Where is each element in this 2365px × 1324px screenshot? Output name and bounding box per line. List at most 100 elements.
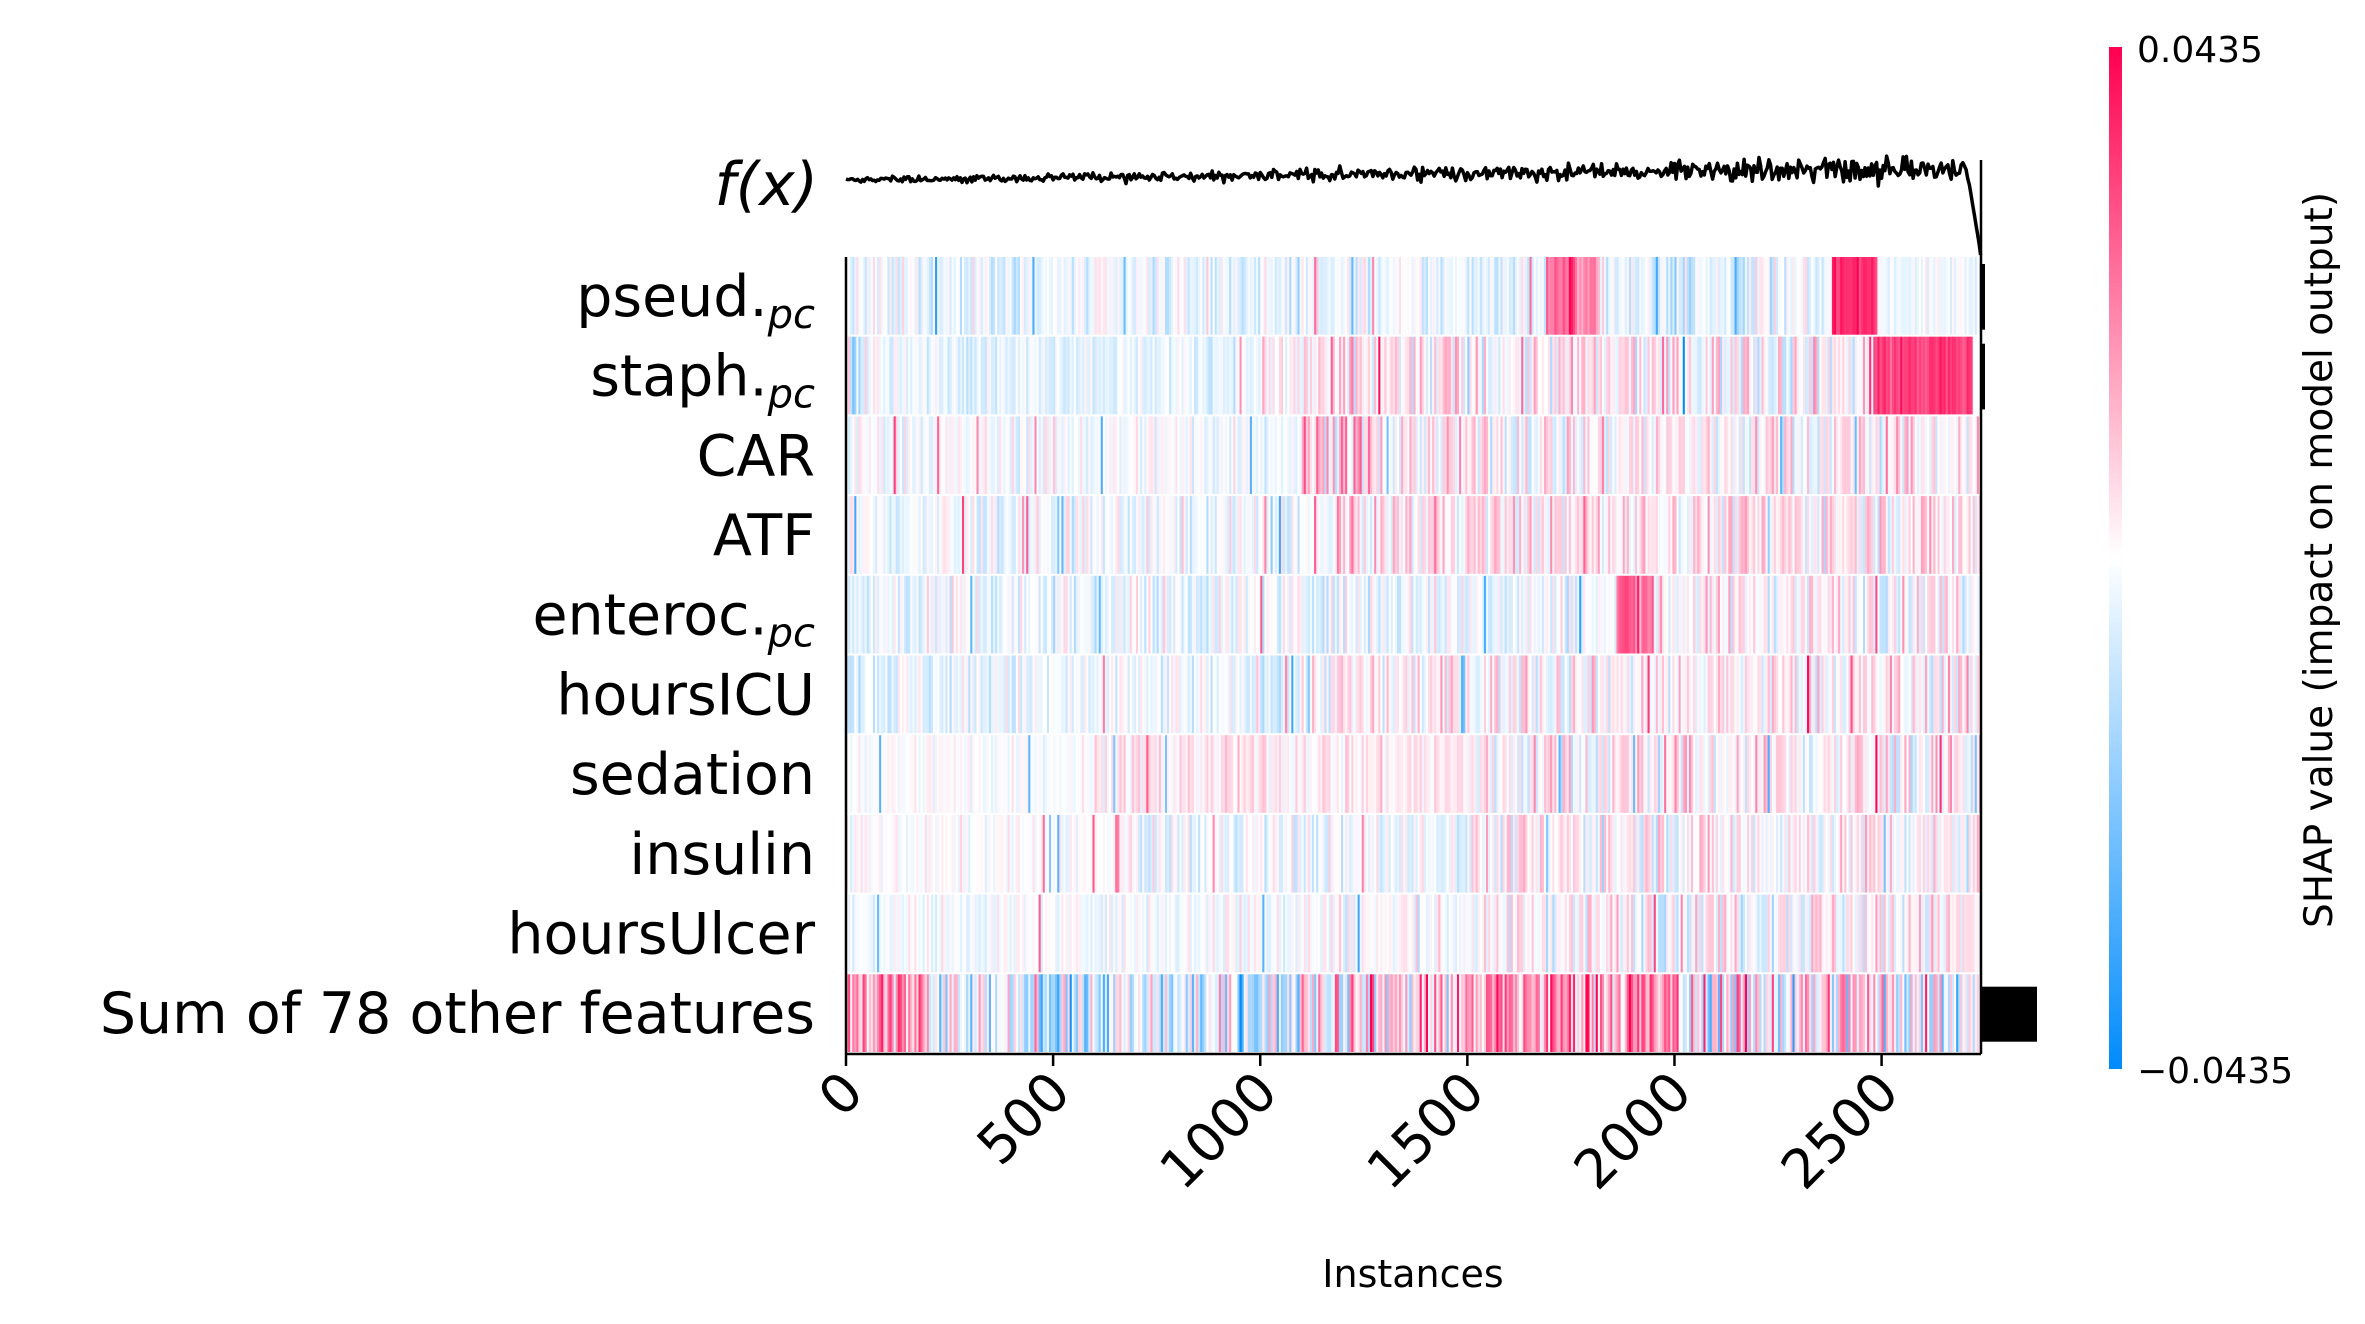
heatmap-cell <box>1825 655 1829 734</box>
heatmap-cell <box>1338 496 1342 574</box>
heatmap-cell <box>1583 735 1587 813</box>
heatmap-cell <box>910 814 913 893</box>
heatmap-cell <box>1193 814 1197 893</box>
heatmap-cell <box>1885 416 1889 495</box>
heatmap-cell <box>1722 894 1725 973</box>
heatmap-cell <box>1146 496 1149 574</box>
heatmap-cell <box>1005 814 1009 893</box>
heatmap-cell <box>1417 257 1421 335</box>
heatmap-cell <box>1150 894 1154 973</box>
heatmap-cell <box>1430 894 1433 973</box>
heatmap-cell <box>897 894 901 973</box>
heatmap-cell <box>1247 735 1251 813</box>
heatmap-cell <box>1245 257 1249 335</box>
heatmap-cell <box>1202 575 1205 654</box>
heatmap-cell <box>1129 894 1133 973</box>
heatmap-cell <box>1334 655 1338 734</box>
heatmap-cell <box>1695 735 1698 813</box>
heatmap-cell <box>1104 257 1108 335</box>
heatmap-cell <box>1264 735 1268 813</box>
heatmap-cell <box>1531 655 1535 734</box>
heatmap-cell <box>1084 416 1087 495</box>
heatmap-cell <box>1270 496 1274 574</box>
heatmap-cell <box>918 416 922 495</box>
heatmap-cell <box>1651 257 1655 335</box>
heatmap-cell <box>1807 575 1810 654</box>
heatmap-cell <box>1361 894 1365 973</box>
heatmap-cell <box>1392 814 1396 893</box>
heatmap-cell <box>1440 336 1444 415</box>
heatmap-cell <box>1417 575 1421 654</box>
heatmap-cell <box>1274 257 1278 335</box>
heatmap-cell <box>1626 336 1630 415</box>
heatmap-cell <box>1765 575 1769 654</box>
heatmap-cell <box>1498 416 1502 495</box>
heatmap-cell <box>1804 496 1808 574</box>
heatmap-cell <box>1858 894 1862 973</box>
heatmap-cell <box>1705 735 1709 813</box>
heatmap-cell <box>1558 655 1562 734</box>
heatmap-cell <box>1241 735 1245 813</box>
heatmap-cell <box>1688 496 1692 574</box>
heatmap-cell <box>1728 655 1731 734</box>
heatmap-cell <box>1142 336 1145 415</box>
heatmap-cell <box>1533 735 1537 813</box>
heatmap-cell <box>939 894 942 973</box>
heatmap-cell <box>1566 416 1570 495</box>
heatmap-cell <box>959 814 963 893</box>
heatmap-cell <box>1183 575 1187 654</box>
heatmap-cell <box>1359 496 1363 574</box>
heatmap-cell <box>866 894 870 973</box>
heatmap-cell <box>1873 336 1876 415</box>
heatmap-cell <box>1827 735 1831 813</box>
heatmap-cell <box>1367 416 1371 495</box>
heatmap-cell <box>1504 416 1508 495</box>
heatmap-cell <box>846 814 849 893</box>
heatmap-cell <box>1401 416 1404 495</box>
heatmap-cell <box>1838 416 1841 495</box>
heatmap-cell <box>1817 894 1821 973</box>
heatmap-cell <box>928 974 932 1052</box>
heatmap-cell <box>1620 655 1624 734</box>
heatmap-cell <box>1038 416 1042 495</box>
heatmap-cell <box>1222 735 1226 813</box>
heatmap-cell <box>1686 655 1690 734</box>
heatmap-cell <box>1388 416 1392 495</box>
heatmap-cell <box>1933 336 1937 415</box>
heatmap-cell <box>1407 336 1410 415</box>
heatmap-cell <box>1210 894 1214 973</box>
heatmap-cell <box>1711 336 1715 415</box>
heatmap-cell <box>899 257 903 335</box>
heatmap-cell <box>1007 814 1011 893</box>
heatmap-cell <box>1374 575 1377 654</box>
heatmap-cell <box>1531 735 1535 813</box>
heatmap-cell <box>1833 655 1837 734</box>
heatmap-cell <box>1521 336 1524 415</box>
heatmap-cell <box>1838 336 1841 415</box>
heatmap-cell <box>1533 575 1537 654</box>
heatmap-cell <box>1657 257 1661 335</box>
heatmap-cell <box>935 974 938 1052</box>
heatmap-cell <box>947 814 951 893</box>
heatmap-cell <box>897 655 901 734</box>
heatmap-cell <box>1811 336 1814 415</box>
heatmap-cell <box>1757 496 1760 574</box>
heatmap-cell <box>1200 336 1203 415</box>
heatmap-cell <box>1003 336 1007 415</box>
heatmap-cell <box>887 894 891 973</box>
heatmap-cell <box>1740 575 1744 654</box>
heatmap-cell <box>1144 416 1147 495</box>
heatmap-cell <box>1579 575 1582 654</box>
heatmap-cell <box>1850 814 1854 893</box>
heatmap-cell <box>964 655 967 734</box>
heatmap-cell <box>1080 814 1083 893</box>
heatmap-cell <box>1875 894 1879 973</box>
heatmap-cell <box>970 974 973 1052</box>
heatmap-cell <box>1171 814 1174 893</box>
heatmap-cell <box>1968 257 1972 335</box>
heatmap-cell <box>1792 655 1796 734</box>
heatmap-cell <box>872 336 876 415</box>
heatmap-cell <box>1920 894 1924 973</box>
heatmap-cell <box>1229 336 1232 415</box>
heatmap-cell <box>1280 496 1284 574</box>
